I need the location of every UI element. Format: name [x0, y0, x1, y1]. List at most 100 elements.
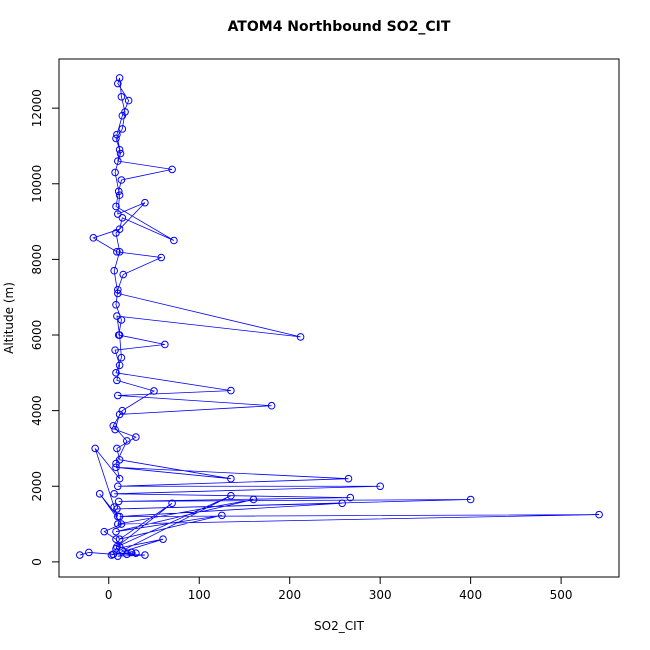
point: [124, 96, 133, 105]
x-axis-label: SO2_CIT: [314, 619, 365, 633]
y-tick-label: 4000: [30, 395, 44, 426]
series-line: [79, 77, 600, 557]
chart-title: ATOM4 Northbound SO2_CIT: [228, 19, 451, 35]
point: [227, 386, 235, 395]
point: [100, 527, 109, 536]
x-tick-label: 100: [188, 588, 211, 602]
point: [110, 266, 118, 275]
point: [114, 289, 122, 298]
point: [114, 497, 123, 506]
y-tick-label: 10000: [30, 165, 44, 203]
point: [296, 333, 305, 341]
point: [114, 210, 122, 218]
y-tick-label: 2000: [30, 471, 44, 502]
point: [111, 346, 119, 354]
x-tick-label: 500: [550, 588, 573, 602]
point: [119, 270, 128, 279]
point: [115, 248, 124, 256]
x-tick-label: 300: [369, 588, 392, 602]
y-tick-label: 12000: [30, 89, 44, 127]
point: [113, 444, 121, 453]
point: [157, 253, 166, 262]
point: [141, 198, 149, 207]
x-tick-label: 200: [278, 588, 301, 602]
point: [112, 202, 120, 211]
point: [159, 535, 167, 543]
point: [115, 474, 124, 483]
y-tick-label: 6000: [30, 320, 44, 351]
point: [113, 505, 121, 513]
point: [114, 79, 122, 88]
plot-frame: [58, 58, 620, 578]
point: [76, 551, 84, 559]
point: [218, 511, 226, 520]
point: [114, 520, 122, 528]
point: [112, 544, 120, 553]
x-tick-label: 0: [105, 588, 113, 602]
point: [376, 482, 384, 491]
point: [118, 406, 127, 415]
point: [115, 410, 124, 419]
point: [338, 499, 346, 508]
point: [117, 353, 126, 362]
point: [141, 551, 149, 559]
point: [112, 134, 120, 143]
point: [346, 493, 355, 502]
point: [85, 548, 93, 557]
point: [115, 361, 124, 370]
point: [118, 125, 127, 133]
point: [114, 157, 122, 165]
point: [466, 495, 475, 504]
point: [117, 93, 126, 101]
point: [114, 482, 122, 491]
point: [344, 474, 353, 483]
point: [123, 550, 131, 559]
point: [114, 187, 123, 196]
point: [115, 455, 124, 464]
point: [132, 433, 140, 441]
point: [161, 340, 169, 349]
point: [115, 535, 124, 543]
point: [150, 387, 158, 395]
point: [595, 510, 603, 519]
y-tick-label: 8000: [30, 244, 44, 275]
point: [117, 176, 126, 184]
point: [112, 229, 120, 237]
point: [112, 463, 120, 472]
point: [168, 499, 176, 508]
point: [168, 165, 176, 174]
point: [114, 285, 122, 294]
point: [107, 551, 116, 559]
point: [110, 490, 118, 498]
point: [118, 214, 127, 222]
point: [117, 520, 126, 528]
point: [115, 331, 124, 339]
point: [115, 542, 124, 551]
point: [127, 548, 136, 557]
point: [123, 437, 131, 445]
point: [112, 527, 120, 536]
y-axis-label: Altitude (m): [2, 282, 16, 354]
point: [113, 312, 121, 320]
point: [91, 444, 99, 453]
point: [249, 495, 258, 504]
point: [111, 425, 119, 434]
point: [227, 474, 235, 483]
point: [227, 491, 235, 500]
x-tick-label: 400: [459, 588, 482, 602]
point: [121, 108, 129, 116]
point: [113, 248, 121, 256]
point: [132, 549, 140, 557]
point: [170, 236, 178, 245]
point: [112, 535, 120, 543]
point: [109, 421, 118, 430]
point: [116, 149, 125, 158]
point: [118, 111, 127, 120]
point: [267, 401, 276, 410]
point: [113, 376, 121, 385]
point: [89, 234, 98, 242]
point: [111, 168, 119, 177]
point: [112, 300, 120, 309]
point: [95, 490, 104, 498]
point: [115, 512, 124, 521]
